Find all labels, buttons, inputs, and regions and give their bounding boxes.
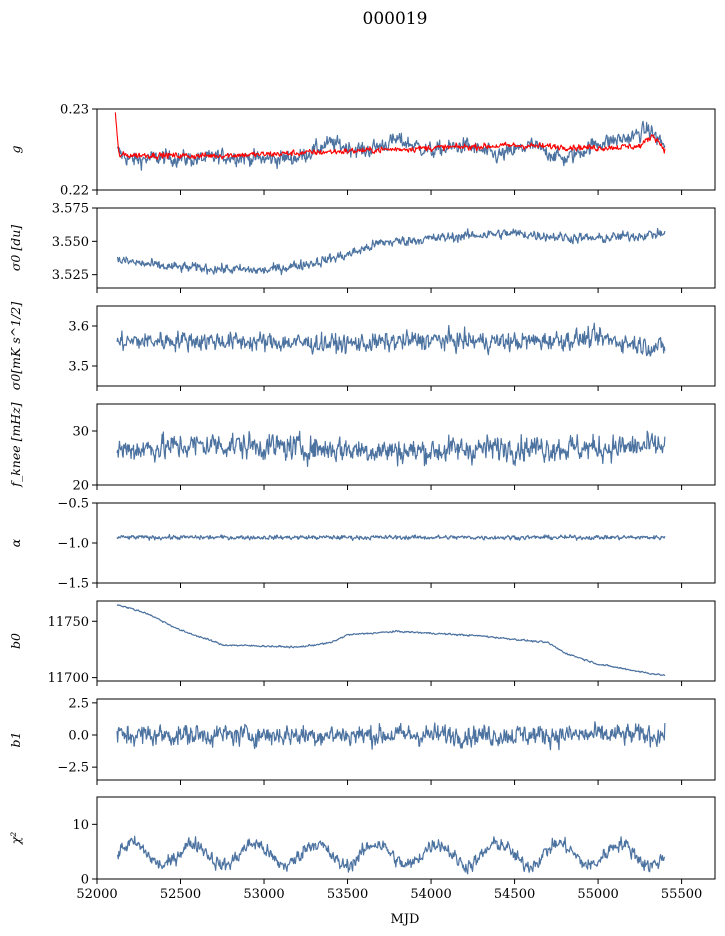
panel-chi2: 0 10 χ² 52000 52500 53000 53500 54000 54500 55000… — [8, 796, 716, 902]
y-tick-label-alpha-0: −1.5 — [57, 577, 89, 592]
panel-alpha-series — [116, 533, 666, 542]
x-tick-label-5: 54500 — [494, 887, 535, 902]
y-tick-label-g-1: 0.23 — [60, 103, 89, 118]
panel-sigma0-mk: 3.5 3.6 σ0[mK s^1/2] — [8, 302, 716, 391]
panel-fknee: 20 30 f_knee [mHz] — [8, 402, 716, 494]
y-tick-label-fknee-1: 30 — [72, 425, 89, 440]
panel-g-series — [114, 112, 666, 171]
panel-sigma0-du-frame — [96, 207, 716, 289]
y-tick-label-sigma0-mk-1: 3.6 — [68, 320, 89, 335]
x-tick-label-2: 53000 — [243, 887, 284, 902]
y-axis-label-sigma0-mk: σ0[mK s^1/2] — [8, 302, 23, 391]
series-line-g-1 — [114, 112, 666, 161]
panel-sigma0-mk-series — [116, 322, 666, 357]
panel-chi2-frame — [96, 796, 716, 880]
panel-chi2-series — [116, 835, 665, 875]
panels: 0.22 0.23 g 3.525 3.550 3.575 σ0 [du] 3.5 3.6 σ0[… — [8, 103, 716, 902]
y-tick-label-sigma0-du-0: 3.525 — [52, 268, 89, 283]
y-tick-label-g-0: 0.22 — [60, 184, 89, 199]
y-axis-label-b1: b1 — [8, 732, 23, 748]
x-tick-label-0: 52000 — [76, 887, 117, 902]
series-line-b0-0 — [116, 604, 666, 677]
panel-b0: 11700 11750 b0 — [8, 600, 716, 686]
x-tick-label-7: 55500 — [661, 887, 702, 902]
y-tick-label-alpha-1: −1.0 — [57, 537, 89, 552]
y-tick-label-b1-1: 0.0 — [68, 729, 89, 744]
panel-fknee-frame — [96, 403, 716, 486]
y-axis-label-fknee: f_knee [mHz] — [8, 402, 23, 487]
y-axis-label-chi2: χ² — [8, 832, 23, 846]
y-tick-label-chi2-0: 0 — [81, 873, 89, 888]
panel-b1-frame — [96, 698, 716, 781]
x-tick-label-6: 55000 — [577, 887, 618, 902]
series-line-alpha-0 — [116, 533, 666, 542]
series-line-b1-0 — [116, 721, 666, 751]
x-tick-label-4: 54000 — [410, 887, 451, 902]
panel-fknee-series — [116, 430, 666, 468]
panel-b1-series — [116, 721, 666, 751]
y-tick-label-chi2-1: 10 — [72, 818, 89, 833]
x-tick-label-1: 52500 — [160, 887, 201, 902]
series-line-sigma0-mk-0 — [116, 322, 666, 357]
series-line-chi2-0 — [116, 835, 665, 875]
x-tick-label-3: 53500 — [327, 887, 368, 902]
panel-b0-series — [116, 604, 666, 677]
panel-sigma0-mk-frame — [96, 305, 716, 387]
y-axis-label-sigma0-du: σ0 [du] — [8, 225, 23, 271]
y-tick-label-alpha-2: −0.5 — [57, 497, 89, 512]
figure-title: 000019 — [363, 9, 428, 29]
panel-g: 0.22 0.23 g — [8, 103, 716, 199]
panel-b0-frame — [96, 600, 716, 682]
panel-b1: −2.5 0.0 2.5 b1 — [8, 696, 716, 785]
y-tick-label-fknee-0: 20 — [72, 479, 89, 494]
y-tick-label-b1-2: 2.5 — [68, 696, 89, 711]
y-tick-label-sigma0-du-1: 3.550 — [52, 235, 89, 250]
y-tick-label-b0-1: 11750 — [48, 615, 89, 630]
y-tick-label-b1-0: −2.5 — [57, 761, 89, 776]
y-tick-label-b0-0: 11700 — [48, 671, 89, 686]
y-axis-label-g: g — [8, 145, 23, 153]
y-tick-label-sigma0-du-2: 3.575 — [52, 202, 89, 217]
series-line-sigma0-du-0 — [116, 227, 666, 276]
panel-sigma0-du-series — [116, 227, 666, 276]
y-axis-label-alpha: α — [8, 538, 23, 547]
panel-alpha: −1.5 −1.0 −0.5 α — [8, 497, 716, 592]
x-axis-label: MJD — [391, 912, 420, 927]
series-line-fknee-0 — [116, 430, 666, 468]
y-axis-label-b0: b0 — [8, 633, 23, 649]
panel-g-frame — [96, 108, 716, 191]
y-tick-label-sigma0-mk-0: 3.5 — [68, 360, 89, 375]
panel-sigma0-du: 3.525 3.550 3.575 σ0 [du] — [8, 202, 716, 293]
